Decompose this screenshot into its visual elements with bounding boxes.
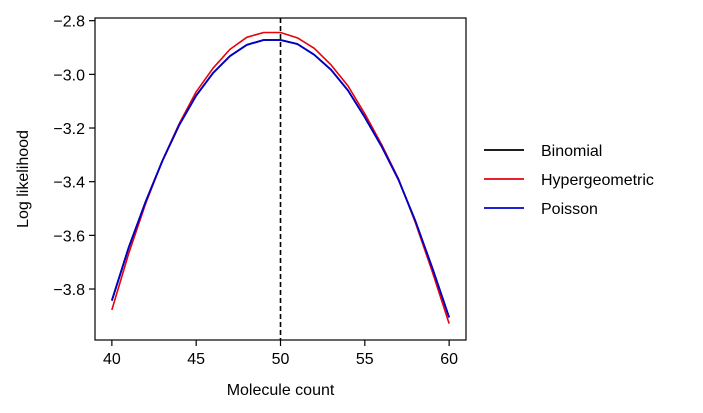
series-layer xyxy=(111,31,450,324)
y-axis-label: Log likelihood xyxy=(15,130,32,228)
y-tick-label: −3.2 xyxy=(53,121,85,138)
series-line-poisson xyxy=(111,39,450,318)
y-tick-label: −3.0 xyxy=(53,67,85,84)
y-axis-ticks: −2.8 −3.0 −3.2 −3.4 −3.6 −3.8 xyxy=(53,14,95,299)
y-tick-label: −3.6 xyxy=(53,228,85,245)
x-tick-label: 45 xyxy=(187,351,205,368)
legend-label-hypergeometric: Hypergeometric xyxy=(541,172,654,189)
legend-label-binomial: Binomial xyxy=(541,143,602,160)
y-tick-label: −3.8 xyxy=(53,282,85,299)
legend-label-poisson: Poisson xyxy=(541,201,598,218)
x-axis-label: Molecule count xyxy=(227,382,335,399)
x-tick-label: 50 xyxy=(272,351,290,368)
legend: Binomial Hypergeometric Poisson xyxy=(484,143,654,218)
x-tick-label: 55 xyxy=(356,351,374,368)
x-tick-label: 40 xyxy=(103,351,121,368)
x-tick-label: 60 xyxy=(440,351,458,368)
y-tick-label: −2.8 xyxy=(53,14,85,31)
y-tick-label: −3.4 xyxy=(53,175,85,192)
x-axis-ticks: 40 45 50 55 60 xyxy=(103,340,458,368)
